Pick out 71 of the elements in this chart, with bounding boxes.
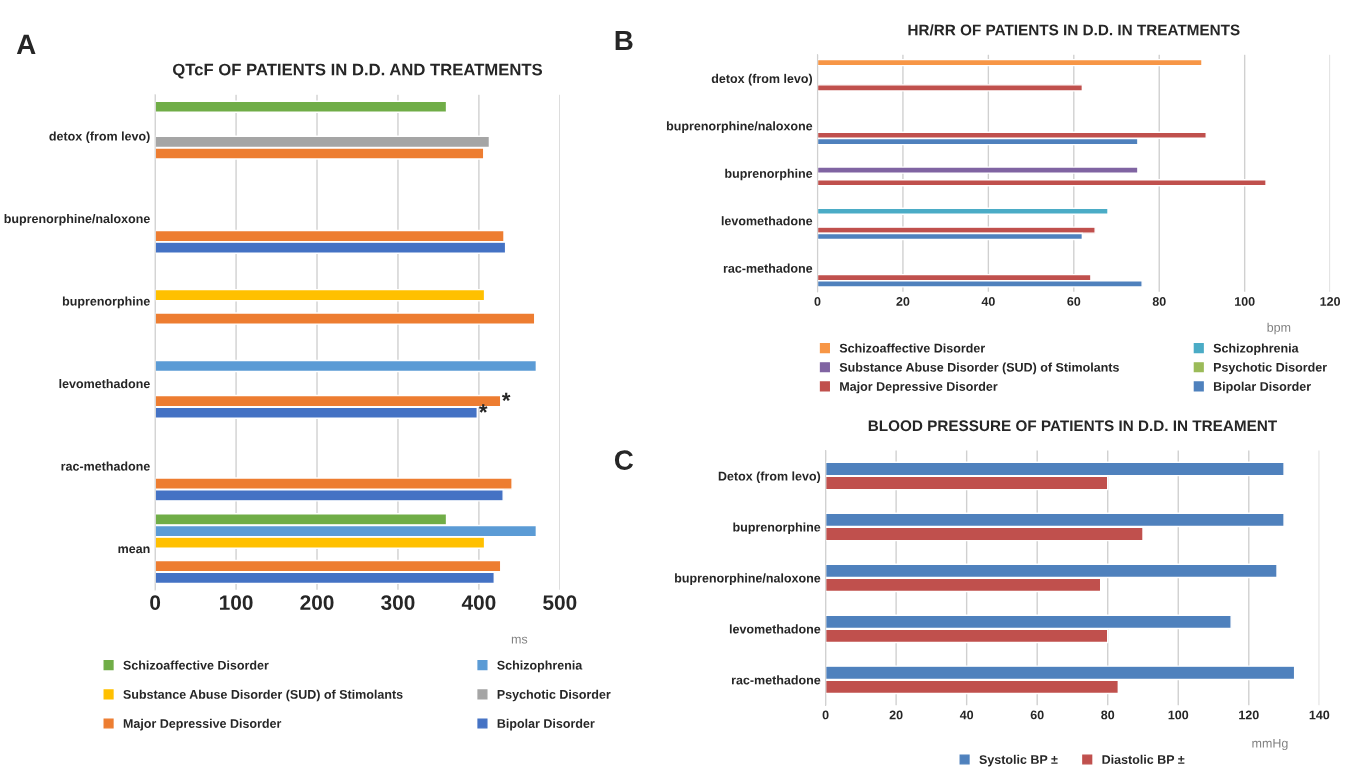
text: C: [614, 450, 634, 470]
text: A: [16, 34, 36, 54]
legend-label: Bipolar Disorder: [1213, 381, 1311, 394]
legend-label: Psychotic Disorder: [497, 689, 611, 702]
y-tick-label: buprenorphine/naloxone: [666, 121, 813, 133]
y-tick-label: Detox (from levo): [718, 471, 821, 484]
bar: [817, 179, 1267, 187]
bar: [155, 359, 538, 373]
x-tick-label: 20: [889, 710, 903, 720]
y-tick-label: buprenorphine: [62, 296, 150, 309]
bar: [817, 84, 1084, 92]
x-tick-label: 60: [1067, 297, 1081, 306]
y-tick-label: buprenorphine/naloxone: [675, 573, 821, 586]
x-tick-label: 0: [150, 595, 161, 610]
y-tick-label: buprenorphine: [725, 168, 813, 181]
y-tick-label: detox (from levo): [711, 73, 813, 86]
y-tick-label: buprenorphine: [733, 522, 821, 535]
chart-title: BLOOD PRESSURE OF PATIENTS IN D.D. IN TREAMENT: [868, 420, 1277, 432]
x-axis-title: ms: [511, 636, 528, 644]
legend-label: Diastolic BP ±: [1102, 754, 1185, 764]
x-tick-label: 300: [381, 595, 415, 611]
x-tick-label: 40: [981, 297, 995, 306]
x-tick-label: 100: [1168, 710, 1189, 720]
legend-label: Schizoaffective Disorder: [123, 660, 269, 670]
bar: [817, 58, 1203, 67]
legend-label: Schizophrenia: [1213, 343, 1299, 356]
x-tick-label: 120: [1320, 297, 1341, 306]
bar: [155, 312, 536, 325]
y-tick-label: levomethadone: [721, 216, 813, 226]
legend-label: Schizoaffective Disorder: [839, 343, 985, 353]
x-tick-label: 20: [896, 297, 910, 306]
legend-label: Psychotic Disorder: [1213, 362, 1327, 375]
x-tick-label: 40: [959, 710, 974, 720]
text: B: [615, 30, 633, 51]
y-tick-label: levomethadone: [59, 378, 150, 389]
x-tick-label: 120: [1239, 710, 1259, 720]
x-tick-label: 60: [1030, 710, 1044, 720]
x-tick-label: 500: [543, 595, 577, 610]
x-tick-label: 140: [1309, 710, 1330, 720]
x-tick-label: 200: [300, 595, 334, 610]
legend-label: Major Depressive Disorder: [840, 381, 998, 394]
x-tick-label: 80: [1101, 710, 1115, 720]
x-axis-title: bpm: [1267, 322, 1291, 335]
legend-label: Substance Abuse Disorder (SUD) of Stimolants: [839, 362, 1119, 375]
legend-label: Bipolar Disorder: [497, 718, 595, 731]
y-tick-label: buprenorphine/naloxone: [4, 213, 150, 226]
x-tick-label: 100: [220, 595, 253, 610]
y-tick-label: detox (from levo): [49, 131, 150, 144]
bar: [817, 166, 1139, 174]
bar: [817, 207, 1109, 215]
y-tick-label: rac-methadone: [731, 675, 821, 685]
chart-title: QTcF OF PATIENTS IN D.D. AND TREATMENTS: [172, 63, 543, 79]
x-tick-label: 0: [822, 710, 829, 720]
y-tick-label: mean: [118, 546, 150, 554]
annotation: *: [501, 392, 511, 402]
y-tick-label: rac-methadone: [723, 263, 813, 273]
legend-label: Major Depressive Disorder: [123, 718, 282, 731]
x-tick-label: 400: [461, 595, 496, 610]
legend-label: Schizophrenia: [497, 660, 583, 673]
x-tick-label: 0: [814, 297, 821, 306]
y-tick-label: levomethadone: [729, 624, 821, 634]
bar: [155, 288, 486, 302]
x-axis-title: mmHg: [1252, 738, 1288, 751]
chart-title: HR/RR OF PATIENTS IN D.D. IN TREATMENTS: [908, 24, 1240, 36]
bar: [155, 100, 448, 113]
legend-label: Substance Abuse Disorder (SUD) of Stimolants: [123, 689, 403, 702]
x-tick-label: 100: [1235, 297, 1255, 306]
y-tick-label: rac-methadone: [61, 461, 150, 471]
legend-label: Systolic BP ±: [979, 754, 1058, 767]
annotation: *: [478, 404, 488, 413]
x-tick-label: 80: [1152, 297, 1166, 306]
